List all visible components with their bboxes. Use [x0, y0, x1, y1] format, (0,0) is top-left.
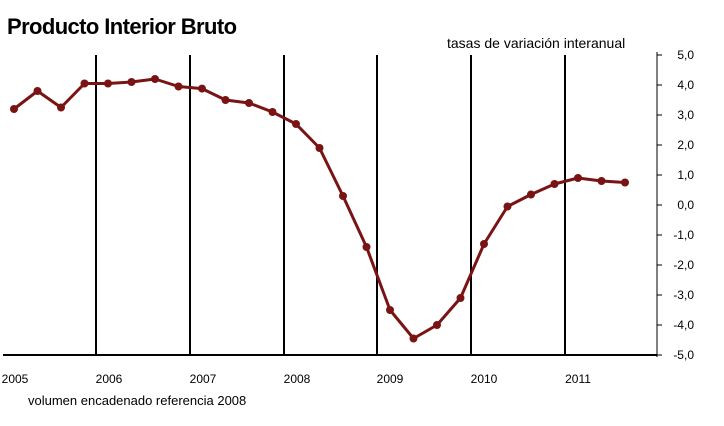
data-point	[104, 79, 112, 88]
data-point	[33, 87, 42, 95]
data-point	[245, 99, 253, 107]
data-point	[292, 120, 300, 128]
y-tick-label: 0,0	[677, 198, 694, 212]
data-point	[503, 202, 512, 211]
data-point	[621, 178, 629, 187]
data-point	[527, 190, 535, 199]
data-point	[151, 75, 159, 83]
y-tick-label: 2,0	[677, 138, 694, 152]
x-tick-label: 2006	[96, 372, 123, 386]
x-axis-ticks: 2005 2006 2007 2008 2009 2010 2011	[2, 372, 592, 386]
data-point	[362, 243, 371, 251]
data-point	[409, 334, 418, 343]
x-tick-label: 2008	[284, 372, 311, 386]
y-tick-label: -1,0	[673, 228, 694, 242]
x-tick-label: 2009	[377, 372, 404, 386]
data-point	[315, 144, 324, 152]
chart-subtitle: tasas de variación interanual	[447, 35, 625, 51]
chart-note: volumen encadenado referencia 2008	[28, 393, 246, 408]
x-tick-label: 2011	[565, 372, 591, 386]
data-point	[597, 177, 606, 185]
y-tick-label: -3,0	[673, 288, 694, 302]
data-point	[10, 105, 18, 113]
data-point	[433, 321, 441, 329]
y-tick-label: 5,0	[677, 48, 694, 62]
y-axis-ticks: 5,0 4,0 3,0 2,0 1,0 0,0 -1,0 -2,0 -3,0 -4,0 -5,0	[657, 48, 694, 362]
x-tick-label: 2005	[2, 372, 29, 386]
data-point	[80, 79, 89, 88]
data-point	[456, 294, 465, 302]
x-tick-label: 2010	[471, 372, 498, 386]
vertical-gridlines	[95, 55, 566, 355]
y-tick-label: -5,0	[673, 348, 694, 362]
y-tick-label: 1,0	[677, 168, 694, 182]
y-tick-label: -4,0	[673, 318, 694, 332]
y-tick-label: -2,0	[673, 258, 694, 272]
data-point	[339, 192, 347, 200]
data-point	[127, 78, 136, 86]
y-tick-label: 3,0	[677, 108, 694, 122]
data-point	[221, 96, 230, 104]
data-point	[550, 180, 559, 188]
data-point	[198, 84, 206, 93]
data-point	[574, 174, 582, 182]
data-point	[386, 306, 394, 314]
data-point	[57, 103, 65, 112]
x-tick-label: 2007	[190, 372, 217, 386]
gdp-series-points	[10, 75, 629, 343]
data-point	[174, 82, 183, 91]
data-point	[268, 108, 277, 116]
gdp-series-line	[13, 77, 626, 340]
y-tick-label: 4,0	[677, 78, 694, 92]
data-point	[480, 240, 488, 248]
chart-title: Producto Interior Bruto	[7, 14, 237, 39]
